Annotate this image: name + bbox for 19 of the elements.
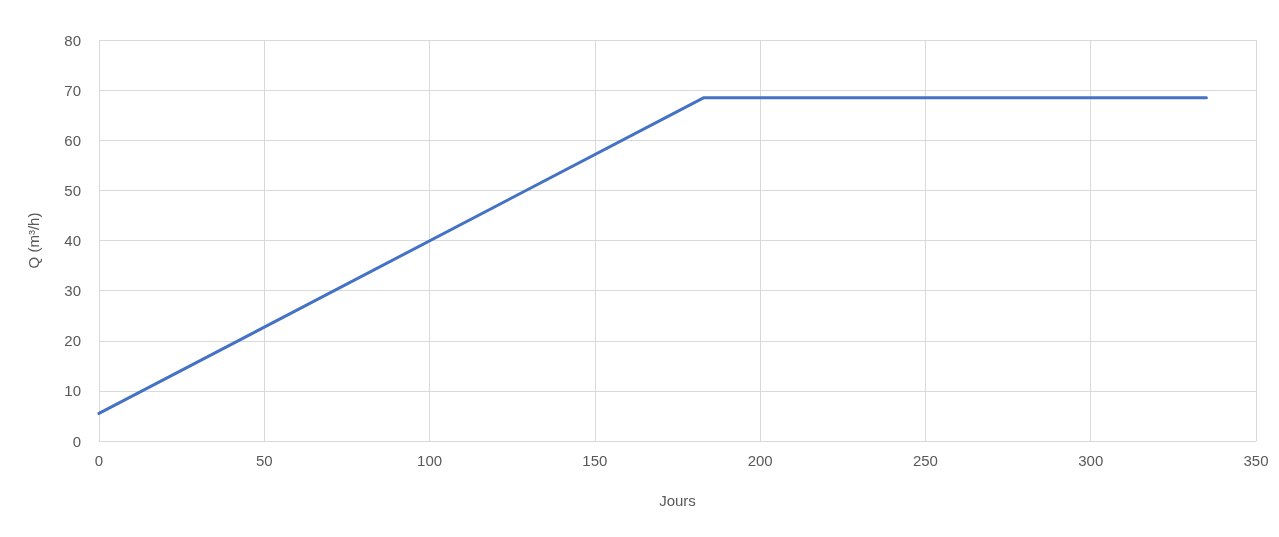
x-tick-label: 250 [912,452,938,469]
x-tick-label: 350 [1243,452,1269,469]
y-tick-label: 70 [64,81,81,99]
x-tick-label: 150 [582,452,608,469]
y-axis-title: Q (m³/h) [25,212,42,269]
y-tick-label: 40 [64,232,81,249]
x-tick-label: 0 [94,452,104,469]
x-tick-label: 50 [255,452,273,469]
y-tick-label: 10 [64,382,81,400]
x-tick-label: 200 [747,452,773,469]
x-tick-label: 300 [1078,452,1104,469]
y-tick-label: 0 [72,432,81,450]
y-tick-label: 20 [64,332,81,350]
y-tick-label: 50 [64,181,81,199]
x-axis-title: Jours [659,492,696,509]
y-tick-label: 80 [64,31,81,49]
x-tick-label: 100 [417,452,443,469]
y-tick-label: 30 [64,282,81,300]
y-tick-label: 60 [64,131,81,149]
